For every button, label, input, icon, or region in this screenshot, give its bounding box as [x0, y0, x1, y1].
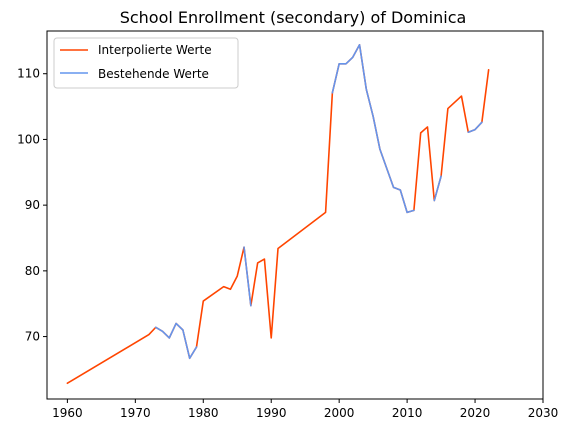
y-tick-label: 100 — [17, 132, 40, 146]
series-line-interpolated — [66, 43, 490, 385]
x-tick-label: 2020 — [460, 406, 491, 420]
x-tick-label: 1990 — [256, 406, 287, 420]
chart-title: School Enrollment (secondary) of Dominic… — [120, 8, 467, 27]
series-line-existing — [433, 175, 442, 202]
series-line-existing — [467, 121, 483, 133]
x-tick-label: 1980 — [188, 406, 219, 420]
x-tick-label: 2030 — [528, 406, 559, 420]
legend-label-interpolated: Interpolierte Werte — [98, 43, 212, 57]
series-line-existing — [243, 246, 252, 307]
series-line-existing — [331, 43, 415, 214]
plot-area — [66, 43, 490, 385]
x-tick-label: 1970 — [120, 406, 151, 420]
x-tick-label: 1960 — [52, 406, 83, 420]
y-tick-label: 90 — [25, 198, 40, 212]
x-tick-label: 2010 — [392, 406, 423, 420]
legend: Interpolierte Werte Bestehende Werte — [53, 37, 239, 89]
y-axis: 70 80 90 100 110 — [17, 67, 47, 344]
series-line-existing — [154, 322, 198, 360]
y-tick-label: 80 — [25, 264, 40, 278]
y-tick-label: 110 — [17, 67, 40, 81]
x-axis: 1960 1970 1980 1990 2000 2010 2020 2030 — [52, 399, 558, 420]
legend-label-existing: Bestehende Werte — [98, 67, 209, 81]
y-tick-label: 70 — [25, 330, 40, 344]
axes-frame — [46, 30, 544, 400]
legend-box — [53, 37, 239, 89]
x-tick-label: 2000 — [324, 406, 355, 420]
